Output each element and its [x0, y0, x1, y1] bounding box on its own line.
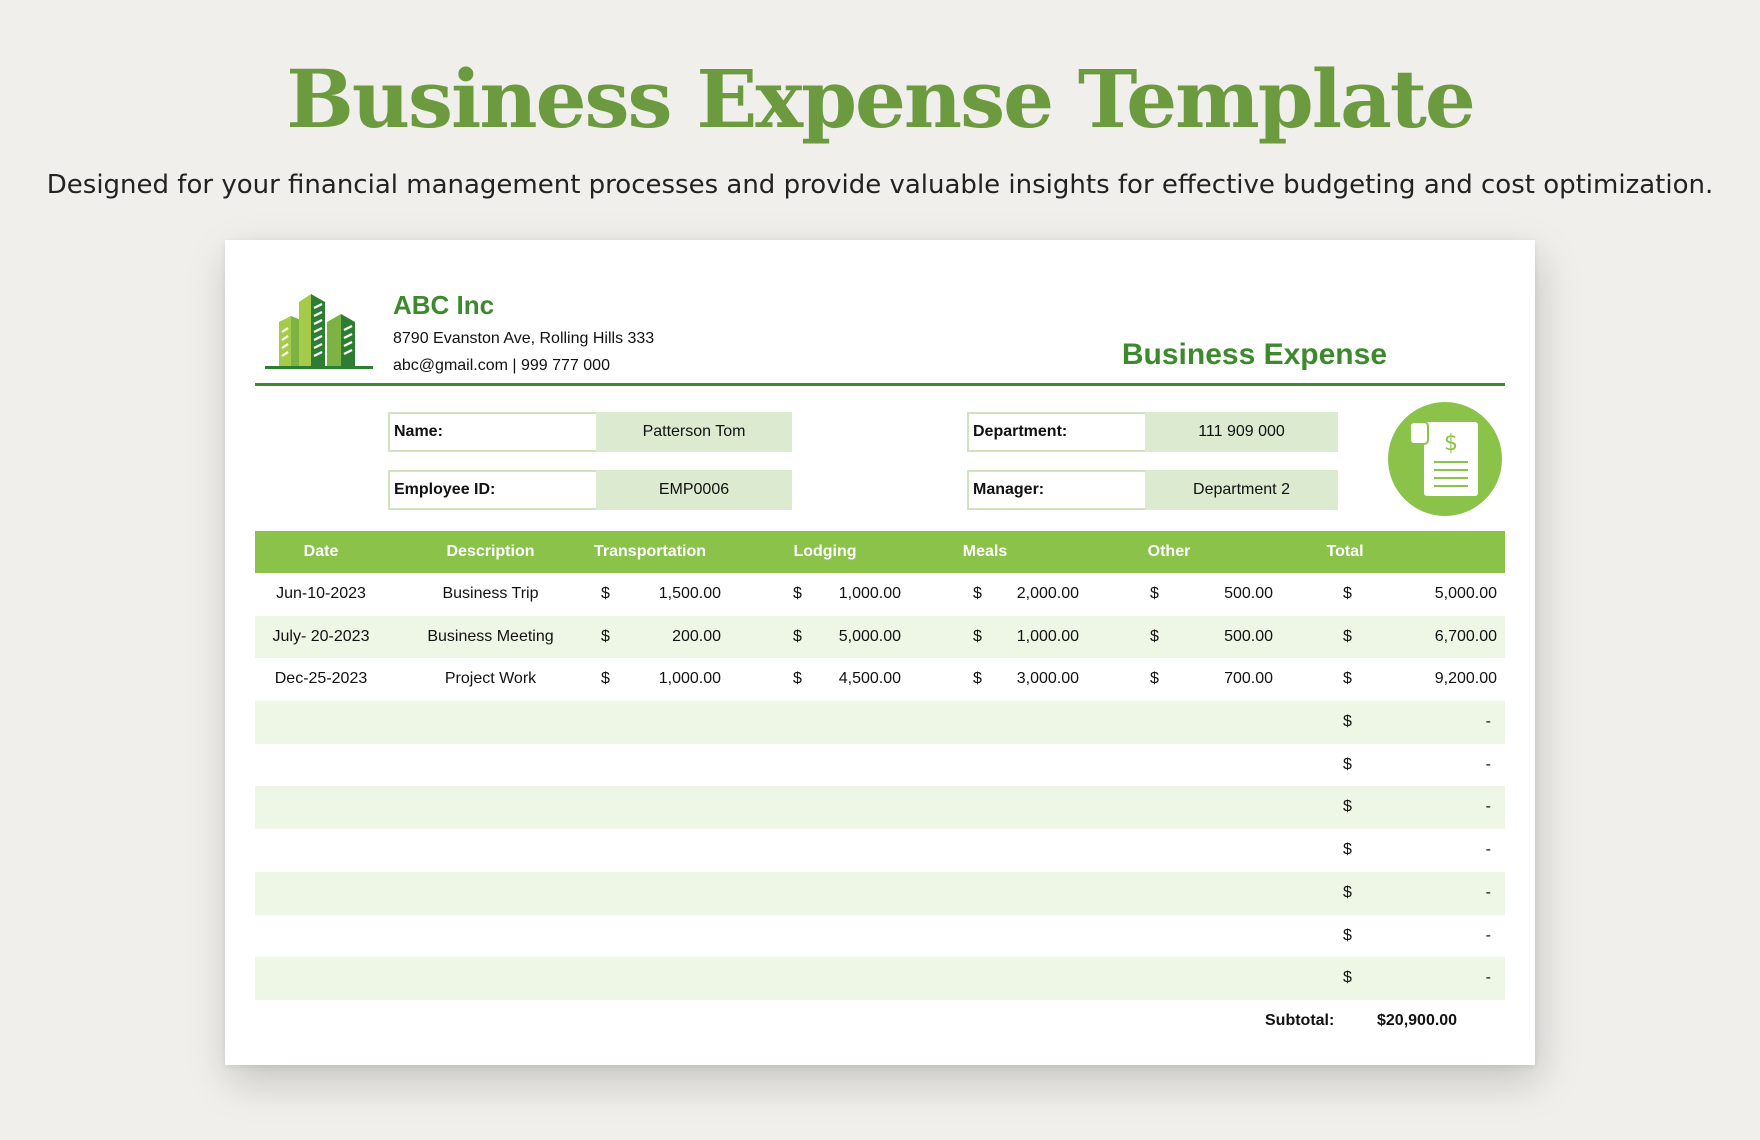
expense-sheet: ABC Inc 8790 Evanston Ave, Rolling Hills… [225, 240, 1535, 1065]
column-header-total: Total [1326, 543, 1364, 560]
employee-id-label: Employee ID: [388, 470, 598, 510]
currency-symbol: $ [601, 670, 610, 688]
meals-cell[interactable]: 2,000.00 [1016, 585, 1079, 602]
currency-symbol: $ [601, 627, 610, 645]
table-row[interactable]: $ - [255, 915, 1505, 958]
currency-symbol: $ [1343, 883, 1352, 901]
table-row[interactable]: $ - [255, 871, 1505, 915]
currency-symbol: $ [1343, 670, 1352, 688]
description-cell[interactable]: Business Meeting [427, 627, 554, 645]
transportation-cell[interactable]: 1,500.00 [658, 585, 721, 602]
name-field[interactable]: Patterson Tom [596, 412, 792, 452]
total-cell: - [1485, 841, 1491, 859]
total-cell: 5,000.00 [1434, 585, 1497, 602]
expense-table-header: Date Description Transportation Lodging … [255, 531, 1505, 573]
manager-label: Manager: [967, 470, 1147, 510]
lodging-cell[interactable]: 4,500.00 [838, 670, 901, 688]
expense-table-body: Jun-10-2023 Business Trip $ 1,500.00 $ 1… [255, 573, 1505, 1000]
currency-symbol: $ [1343, 713, 1352, 731]
total-cell: - [1485, 798, 1491, 816]
currency-symbol: $ [1150, 670, 1159, 688]
subtotal-value: $20,900.00 [1377, 1012, 1458, 1029]
total-cell: 6,700.00 [1434, 627, 1497, 645]
total-cell: 9,200.00 [1434, 670, 1497, 688]
header-divider [255, 383, 1505, 386]
other-cell[interactable]: 500.00 [1224, 627, 1273, 645]
currency-symbol: $ [1343, 798, 1352, 816]
employee-id-field[interactable]: EMP0006 [596, 470, 792, 510]
department-field[interactable]: 111 909 000 [1145, 412, 1338, 452]
table-row[interactable]: $ - [255, 786, 1505, 830]
description-cell[interactable]: Business Trip [442, 585, 539, 602]
lodging-cell[interactable]: 1,000.00 [838, 585, 901, 602]
currency-symbol: $ [601, 585, 610, 602]
column-header-date: Date [303, 543, 339, 560]
other-cell[interactable]: 500.00 [1224, 585, 1273, 602]
currency-symbol: $ [1150, 585, 1159, 602]
lodging-cell[interactable]: 5,000.00 [838, 627, 901, 645]
date-cell[interactable]: Dec-25-2023 [274, 670, 368, 688]
currency-symbol: $ [793, 627, 802, 645]
currency-symbol: $ [793, 670, 802, 688]
column-header-meals: Meals [962, 543, 1008, 560]
total-cell: - [1485, 926, 1491, 944]
manager-field[interactable]: Department 2 [1145, 470, 1338, 510]
currency-symbol: $ [1343, 585, 1352, 602]
dollar-receipt-icon: $ [1409, 421, 1478, 496]
meals-cell[interactable]: 1,000.00 [1016, 627, 1079, 645]
buildings-logo-icon [265, 294, 373, 369]
column-header-lodging: Lodging [793, 543, 857, 560]
total-cell: - [1485, 713, 1491, 731]
total-cell: - [1485, 883, 1491, 901]
transportation-cell[interactable]: 1,000.00 [658, 670, 721, 688]
currency-symbol: $ [1343, 755, 1352, 773]
other-cell[interactable]: 700.00 [1224, 670, 1273, 688]
meals-cell[interactable]: 3,000.00 [1016, 670, 1079, 688]
total-cell: - [1485, 969, 1491, 987]
table-row[interactable]: Dec-25-2023 Project Work $ 1,000.00 $ 4,… [255, 658, 1505, 701]
column-header-other: Other [1147, 543, 1191, 560]
company-name: ABC Inc [393, 290, 495, 320]
table-row[interactable]: Jun-10-2023 Business Trip $ 1,500.00 $ 1… [255, 573, 1505, 616]
document-title: Business Expense [1121, 338, 1387, 371]
currency-symbol: $ [1343, 926, 1352, 944]
page-title: Business Expense Template [286, 52, 1476, 146]
column-header-transportation: Transportation [594, 543, 707, 560]
currency-symbol: $ [1343, 841, 1352, 859]
date-cell[interactable]: Jun-10-2023 [276, 585, 366, 602]
table-row[interactable]: $ - [255, 829, 1505, 872]
currency-symbol: $ [1150, 627, 1159, 645]
currency-symbol: $ [1343, 969, 1352, 987]
column-header-description: Description [446, 543, 535, 560]
table-row[interactable]: $ - [255, 957, 1505, 1000]
svg-text:$: $ [1444, 431, 1458, 456]
table-row[interactable]: July- 20-2023 Business Meeting $ 200.00 … [255, 615, 1505, 659]
currency-symbol: $ [1343, 627, 1352, 645]
transportation-cell[interactable]: 200.00 [672, 627, 721, 645]
table-row[interactable]: $ - [255, 744, 1505, 787]
currency-symbol: $ [973, 627, 982, 645]
department-label: Department: [967, 412, 1147, 452]
subtotal-label: Subtotal: [1265, 1012, 1335, 1029]
company-address: 8790 Evanston Ave, Rolling Hills 333 [393, 330, 655, 347]
name-label: Name: [388, 412, 598, 452]
currency-symbol: $ [973, 670, 982, 688]
receipt-badge: $ [1388, 402, 1502, 516]
total-cell: - [1485, 755, 1491, 773]
currency-symbol: $ [973, 585, 982, 602]
currency-symbol: $ [793, 585, 802, 602]
table-row[interactable]: $ - [255, 701, 1505, 744]
company-contact: abc@gmail.com | 999 777 000 [393, 357, 610, 374]
date-cell[interactable]: July- 20-2023 [272, 627, 370, 645]
page-subtitle: Designed for your financial management p… [46, 170, 1714, 200]
description-cell[interactable]: Project Work [444, 670, 537, 688]
